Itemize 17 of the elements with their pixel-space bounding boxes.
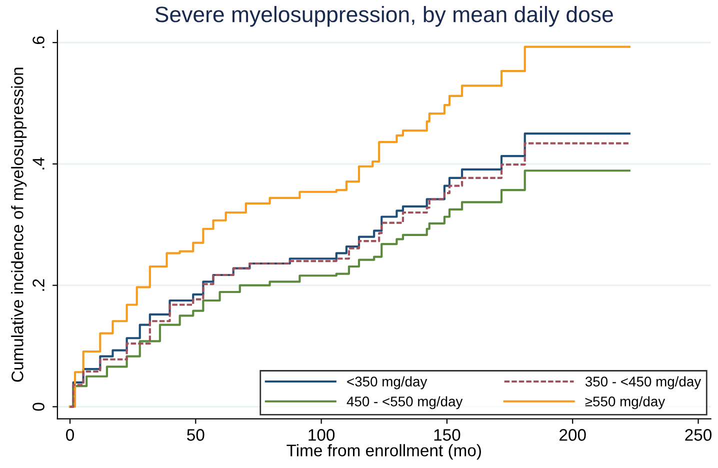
y-tick-label: 0: [32, 402, 44, 411]
legend-label: 350 - <450 mg/day: [585, 376, 702, 390]
legend-label: <350 mg/day: [347, 376, 428, 390]
x-tick-label: 150: [434, 429, 460, 441]
legend-label: 450 - <550 mg/day: [346, 396, 463, 410]
x-axis-title: Time from enrollment (mo): [286, 444, 481, 460]
y-tick-label: .6: [32, 36, 44, 48]
x-tick-label: 250: [685, 429, 712, 441]
legend-label: ≥550 mg/day: [585, 396, 666, 410]
y-axis-title: Cumulative incidence of myelosuppression: [11, 68, 27, 382]
x-tick-label: 100: [308, 429, 335, 441]
x-tick-label: 0: [66, 429, 74, 441]
y-tick-label: .2: [32, 279, 44, 291]
chart-title: Severe myelosuppression, by mean daily dose: [155, 6, 613, 27]
x-tick-label: 50: [187, 429, 204, 441]
x-tick-label: 200: [560, 429, 586, 441]
y-tick-label: .4: [32, 157, 44, 170]
